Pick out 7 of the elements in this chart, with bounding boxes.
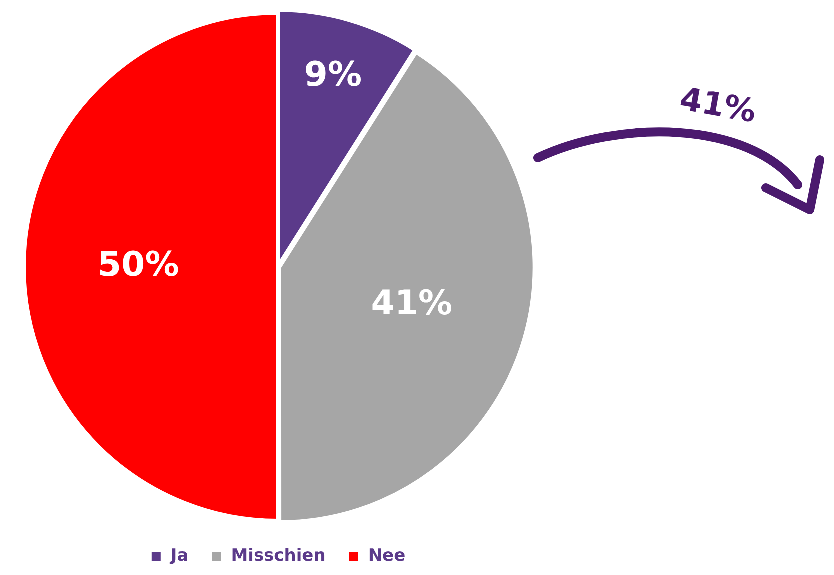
data-label: 9% bbox=[304, 54, 362, 95]
data-label: 41% bbox=[371, 284, 453, 324]
legend-label: Nee bbox=[368, 546, 406, 566]
data-label: 50% bbox=[98, 244, 180, 285]
text: 41% bbox=[677, 80, 760, 130]
legend-label: Ja bbox=[170, 546, 189, 566]
legend-label: Misschien bbox=[231, 546, 326, 566]
